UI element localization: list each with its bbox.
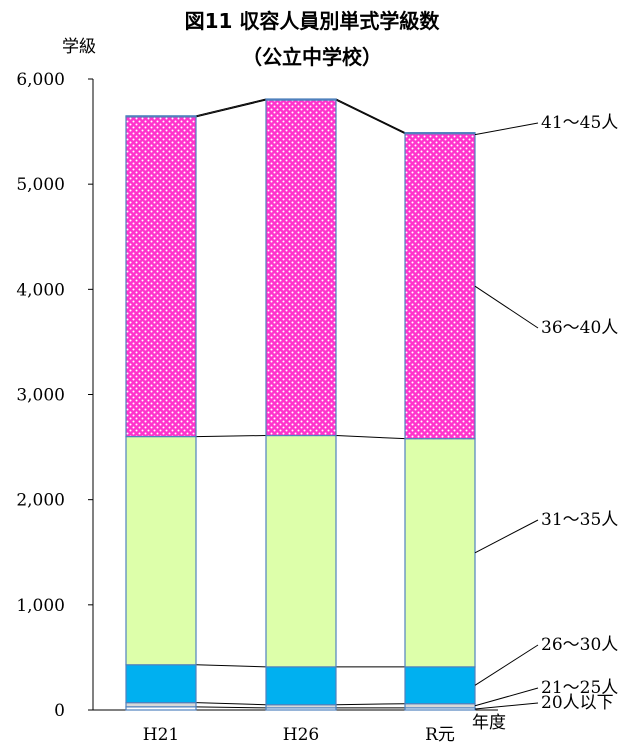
series-connector-line	[335, 703, 406, 706]
y-tick-label: 6,000	[16, 70, 65, 90]
segment-label: 36〜40人	[541, 318, 618, 338]
bar-segment	[125, 115, 197, 118]
x-axis-label: 年度	[472, 713, 506, 733]
segment-leader-line	[474, 687, 539, 707]
bar-segment	[125, 116, 197, 438]
segment-label: 20人以下	[541, 693, 614, 713]
y-tick-label: 4,000	[16, 280, 65, 300]
segment-label: 31〜35人	[541, 510, 618, 530]
bar-segment	[265, 98, 337, 101]
bar-segment	[125, 664, 197, 704]
x-category-label: H26	[283, 725, 319, 745]
bar-segment	[404, 438, 476, 668]
segment-label: 41〜45人	[541, 113, 618, 133]
series-connector-line	[335, 435, 406, 440]
y-tick-label: 0	[54, 701, 65, 721]
bar-segment	[125, 435, 197, 666]
bar-segment	[265, 99, 337, 437]
segment-leader-line	[474, 122, 539, 136]
series-connector-line	[195, 435, 267, 438]
segment-leader-line	[474, 702, 539, 710]
y-tick-label: 2,000	[16, 491, 65, 511]
segment-label: 21〜25人	[541, 678, 618, 698]
chart-title: 図11 収容人員別単式学級数	[185, 9, 441, 33]
y-axis-label: 学級	[62, 37, 96, 57]
y-tick-label: 1,000	[16, 596, 65, 616]
segment-leader-line	[474, 644, 539, 686]
segment-label: 26〜30人	[541, 635, 618, 655]
series-connector-line	[195, 664, 267, 668]
series-connector-line	[195, 99, 267, 118]
bar-segment	[265, 666, 337, 706]
x-category-label: R元	[425, 725, 455, 745]
segment-leader-line	[474, 285, 539, 329]
bar-segment	[404, 703, 476, 709]
series-connector-line	[195, 706, 267, 709]
bar-segment	[125, 702, 197, 708]
y-tick-label: 5,000	[16, 175, 65, 195]
series-connector-line	[335, 99, 406, 135]
bar-segment	[404, 666, 476, 705]
bar-segment	[404, 133, 476, 440]
series-connector-line	[195, 98, 267, 117]
bar-segment	[265, 434, 337, 668]
y-tick-label: 3,000	[16, 386, 65, 406]
series-connector-line	[335, 98, 406, 134]
chart-subtitle: （公立中学校）	[242, 45, 382, 69]
series-connector-line	[195, 702, 267, 706]
x-category-label: H21	[143, 725, 179, 745]
segment-leader-line	[474, 519, 539, 554]
bar-segment	[404, 132, 476, 135]
